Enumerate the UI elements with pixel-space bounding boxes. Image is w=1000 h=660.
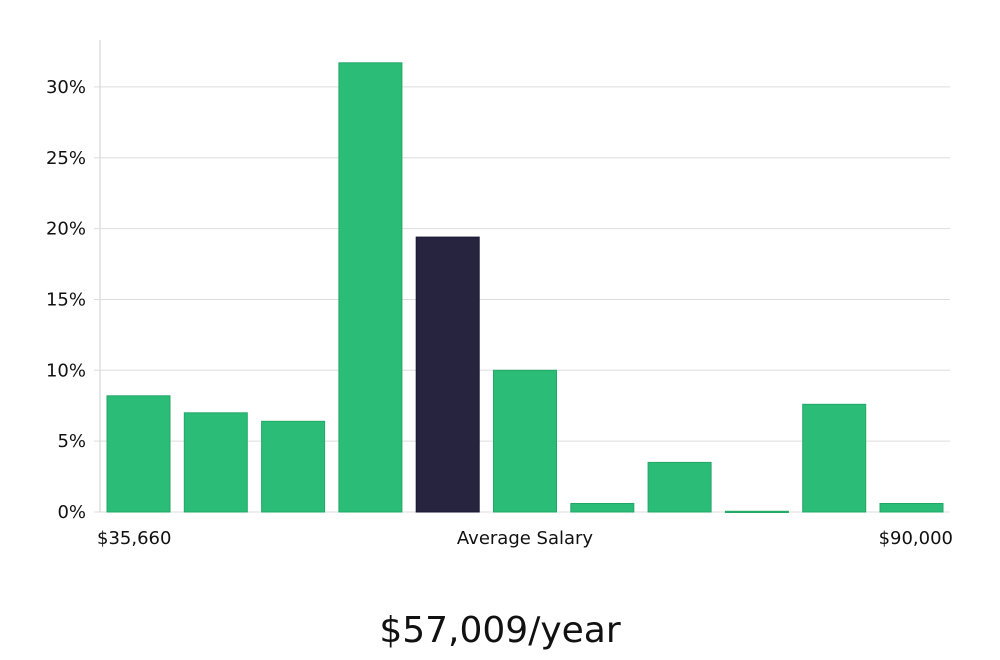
bar <box>183 412 248 513</box>
bar <box>261 420 326 513</box>
y-tick-label: 25% <box>46 148 86 169</box>
x-axis-min-label: $35,660 <box>97 528 172 549</box>
y-tick-label: 0% <box>57 502 86 523</box>
bar <box>493 369 557 513</box>
average-salary-headline: $57,009/year <box>379 610 621 651</box>
bar <box>647 461 712 513</box>
bar <box>879 502 944 513</box>
bar <box>570 502 635 513</box>
y-tick-label: 10% <box>46 360 86 381</box>
x-axis-title: Average Salary <box>456 528 594 549</box>
y-tick-label: 20% <box>46 219 86 240</box>
bar-average-salary <box>415 236 480 513</box>
bar <box>802 403 867 513</box>
salary-histogram: 0% 5% 10% 15% 20% 25% 30% <box>46 40 950 523</box>
y-tick-label: 5% <box>57 431 86 452</box>
bar <box>724 510 789 513</box>
y-tick-label: 30% <box>46 77 86 98</box>
bar <box>338 62 403 513</box>
y-tick-label: 15% <box>46 289 86 310</box>
bar <box>106 395 171 513</box>
x-axis-max-label: $90,000 <box>878 528 953 549</box>
